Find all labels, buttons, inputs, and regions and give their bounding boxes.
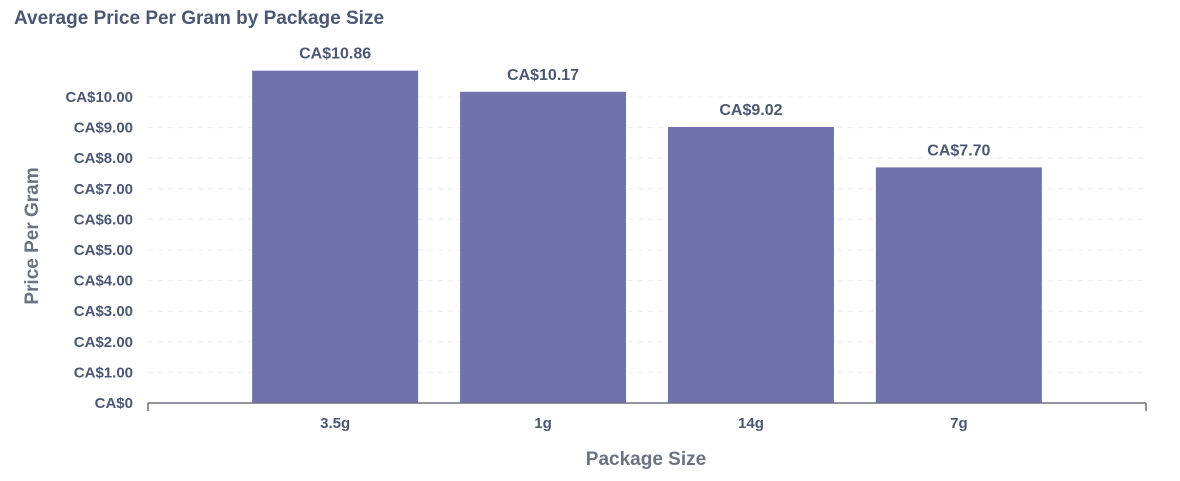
axes	[147, 402, 1147, 411]
y-tick-label: CA$3.00	[74, 303, 133, 320]
data-label: CA$10.17	[507, 67, 579, 84]
x-tick-label: 7g	[950, 415, 968, 432]
y-tick-label: CA$2.00	[74, 334, 133, 351]
data-label: CA$10.86	[299, 46, 371, 63]
y-tick-label: CA$4.00	[74, 273, 133, 290]
y-tick-label: CA$0	[95, 395, 133, 412]
x-tick-label: 1g	[534, 415, 552, 432]
y-tick-label: CA$1.00	[74, 364, 133, 381]
y-tick-label: CA$5.00	[74, 242, 133, 259]
y-tick-label: CA$10.00	[65, 89, 133, 106]
x-tick-label: 3.5g	[320, 415, 350, 432]
y-tick-label: CA$8.00	[74, 150, 133, 167]
labels: CA$0 CA$1.00 CA$2.00 CA$3.00 CA$4.00 CA$5.00 C…	[22, 46, 991, 470]
data-label: CA$9.02	[719, 102, 782, 119]
chart-title: Average Price Per Gram by Package Size	[14, 8, 385, 29]
bar[interactable]	[252, 70, 419, 404]
bar[interactable]	[667, 126, 834, 403]
data-label: CA$7.70	[927, 142, 990, 159]
y-axis-title: Price Per Gram	[22, 167, 43, 304]
x-tick-label: 14g	[738, 415, 764, 432]
bar[interactable]	[875, 167, 1042, 403]
bars	[252, 70, 1042, 404]
y-tick-label: CA$7.00	[74, 181, 133, 198]
y-tick-label: CA$9.00	[74, 120, 133, 137]
x-axis-title: Package Size	[586, 449, 706, 470]
bar[interactable]	[460, 91, 627, 403]
y-tick-label: CA$6.00	[74, 211, 133, 228]
